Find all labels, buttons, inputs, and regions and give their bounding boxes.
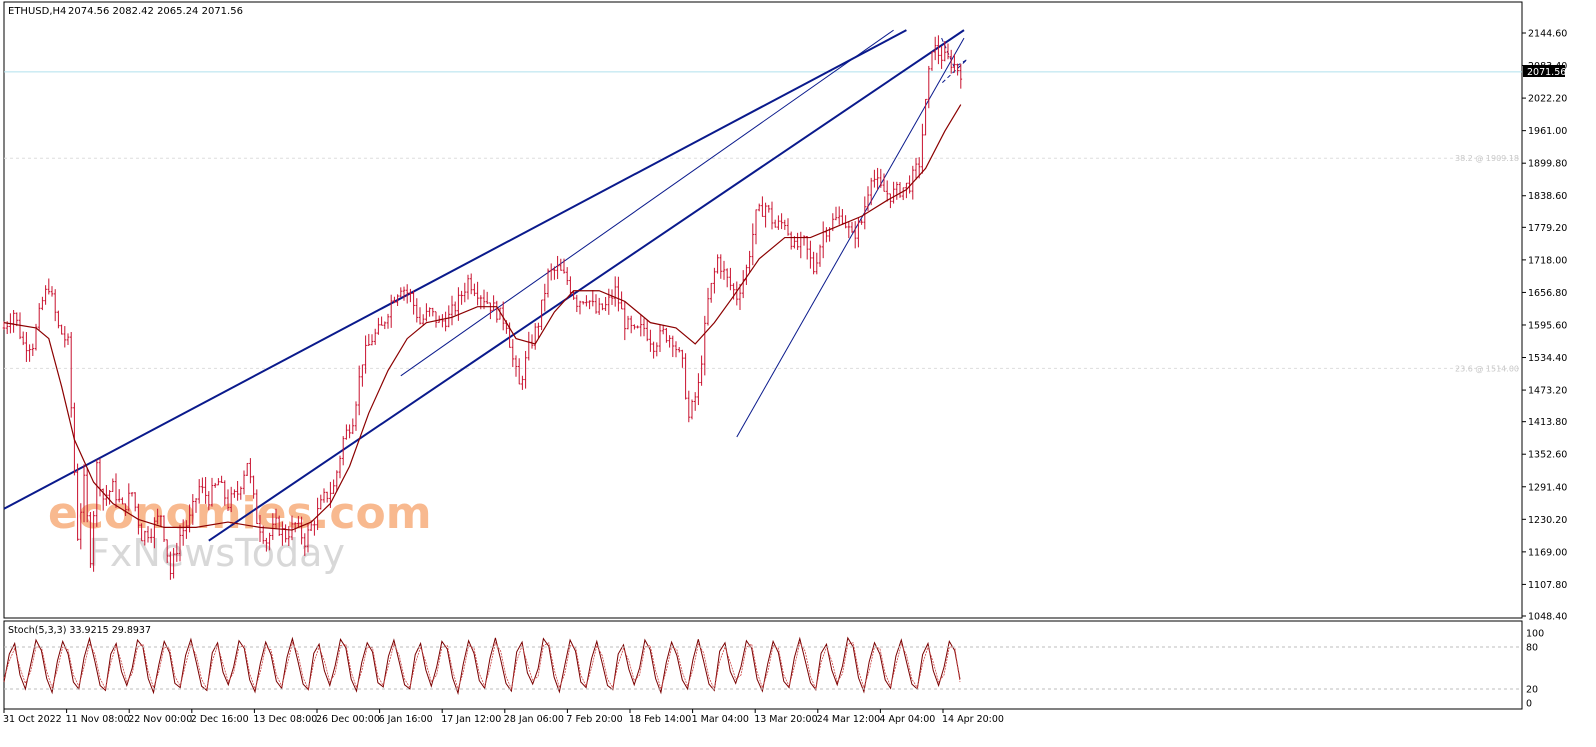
price-axis: 2144.602083.402022.201961.001899.801838.… (1522, 29, 1567, 623)
oscillator-tick-label: 100 (1526, 629, 1544, 640)
price-tick-label: 1595.60 (1528, 320, 1567, 331)
price-tick-label: 1291.40 (1528, 482, 1567, 493)
time-tick-label: 6 Jan 16:00 (379, 714, 433, 725)
symbol-label: ETHUSD,H4 (8, 6, 66, 17)
oscillator-title: Stoch(5,3,3) 33.9215 29.8937 (8, 625, 151, 636)
stoch-main-line (3, 636, 961, 696)
stochastic-oscillator (3, 636, 961, 696)
oscillator-pane (3, 620, 1523, 710)
time-tick-label: 13 Dec 08:00 (253, 714, 317, 725)
ohlc-label: 2074.56 2082.42 2065.24 2071.56 (68, 6, 243, 17)
fib-level-label: 23.6 @ 1514.00 (1455, 364, 1519, 373)
price-tick-label: 1473.20 (1528, 386, 1567, 397)
price-tick-label: 2144.60 (1528, 29, 1567, 40)
moving-average-line (3, 104, 962, 531)
price-badge-bg (1523, 65, 1565, 77)
steep-channel-upper-line (400, 29, 894, 377)
price-badge: 2071.56 (1527, 67, 1566, 78)
time-tick-label: 31 Oct 2022 (3, 714, 62, 725)
time-tick-label: 2 Dec 16:00 (191, 714, 249, 725)
main-channel-lower-line (208, 29, 965, 542)
price-tick-label: 1718.00 (1528, 255, 1567, 266)
time-tick-label: 28 Jan 06:00 (504, 714, 564, 725)
time-tick-label: 13 Mar 20:00 (754, 714, 817, 725)
time-tick-label: 24 Mar 12:00 (817, 714, 880, 725)
time-tick-label: 7 Feb 20:00 (566, 714, 622, 725)
price-tick-label: 2022.20 (1528, 94, 1567, 105)
moving-average (3, 104, 962, 531)
watermark-economies: economies.com (48, 488, 432, 539)
main-channel-upper-line (3, 29, 907, 510)
price-tick-label: 1838.60 (1528, 191, 1567, 202)
time-tick-label: 11 Nov 08:00 (66, 714, 130, 725)
price-tick-label: 1048.40 (1528, 612, 1567, 623)
fib-levels: 38.2 @ 1909.18 23.6 @ 1514.00 (4, 154, 1522, 373)
oscillator-tick-label: 0 (1526, 699, 1532, 710)
price-series (2, 35, 963, 580)
price-tick-label: 1961.00 (1528, 126, 1567, 137)
time-tick-label: 17 Jan 12:00 (441, 714, 501, 725)
time-tick-label: 26 Dec 00:00 (316, 714, 380, 725)
time-tick-label: 18 Feb 14:00 (629, 714, 691, 725)
time-tick-label: 4 Apr 04:00 (879, 714, 935, 725)
watermark-fxnewstoday: FxNewsToday (88, 531, 345, 575)
oscillator-tick-label: 80 (1526, 643, 1538, 654)
price-tick-label: 1169.00 (1528, 547, 1567, 558)
price-tick-label: 1534.40 (1528, 353, 1567, 364)
trend-lines (3, 29, 968, 542)
oscillator-axis: 100 80 20 0 (4, 629, 1544, 710)
stoch-signal-line (3, 641, 961, 691)
time-tick-label: 14 Apr 20:00 (942, 714, 1004, 725)
time-tick-label: 22 Nov 00:00 (128, 714, 192, 725)
steep-channel-lower-line (736, 37, 965, 438)
time-tick-label: 1 Mar 04:00 (692, 714, 749, 725)
price-tick-label: 1413.80 (1528, 417, 1567, 428)
price-tick-label: 1779.20 (1528, 223, 1567, 234)
fib-level-label: 38.2 @ 1909.18 (1455, 154, 1519, 163)
price-tick-label: 1899.80 (1528, 159, 1567, 170)
price-tick-label: 1230.20 (1528, 515, 1567, 526)
oscillator-tick-label: 20 (1526, 685, 1538, 696)
price-tick-label: 1352.60 (1528, 450, 1567, 461)
price-tick-label: 1656.80 (1528, 288, 1567, 299)
price-tick-label: 1107.80 (1528, 580, 1567, 591)
